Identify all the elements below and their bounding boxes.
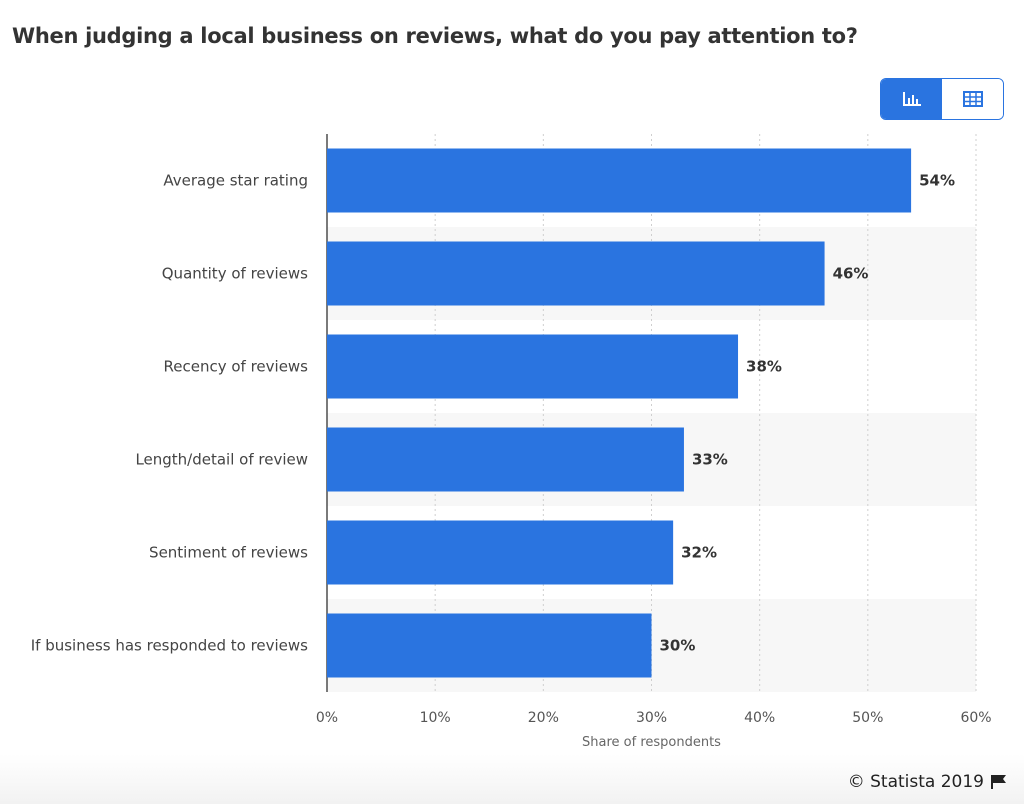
table-view-button[interactable] (942, 79, 1003, 119)
data-label: 46% (833, 265, 869, 283)
x-tick-label: 40% (744, 710, 775, 726)
bar (327, 520, 674, 585)
bar (327, 613, 652, 678)
bar-chart: Average star rating 54% Quantity of review… (31, 134, 992, 750)
x-tick-label: 20% (528, 710, 559, 726)
flag-icon (991, 775, 1006, 789)
bar (327, 427, 684, 492)
category-label: Length/detail of review (135, 451, 308, 469)
category-label: Recency of reviews (164, 358, 309, 376)
statista-credit[interactable]: © Statista 2019 (848, 772, 1008, 792)
category-label: Average star rating (163, 172, 308, 190)
bar (327, 148, 912, 213)
category-label: Quantity of reviews (162, 265, 308, 283)
table-icon (962, 91, 983, 107)
footer-bar (0, 754, 1024, 804)
x-tick-label: 60% (960, 710, 991, 726)
x-tick-label: 50% (852, 710, 883, 726)
bar-chart-icon (902, 92, 921, 106)
data-label: 38% (746, 358, 782, 376)
data-label: 33% (692, 451, 728, 469)
chart-title: When judging a local business on reviews… (12, 24, 858, 48)
chart-view-button[interactable] (881, 79, 942, 119)
data-label: 54% (919, 172, 955, 190)
credit-text: © Statista 2019 (847, 772, 984, 792)
x-tick-label: 10% (420, 710, 451, 726)
data-label: 32% (681, 544, 717, 562)
data-label: 30% (660, 637, 696, 655)
category-label: If business has responded to reviews (31, 637, 308, 655)
bar (327, 334, 739, 399)
view-toggle[interactable] (880, 78, 1004, 120)
x-tick-label: 30% (636, 710, 667, 726)
bar (327, 241, 825, 306)
x-tick-label: 0% (316, 710, 338, 726)
x-axis-title: Share of respondents (582, 735, 721, 750)
category-label: Sentiment of reviews (149, 544, 308, 562)
